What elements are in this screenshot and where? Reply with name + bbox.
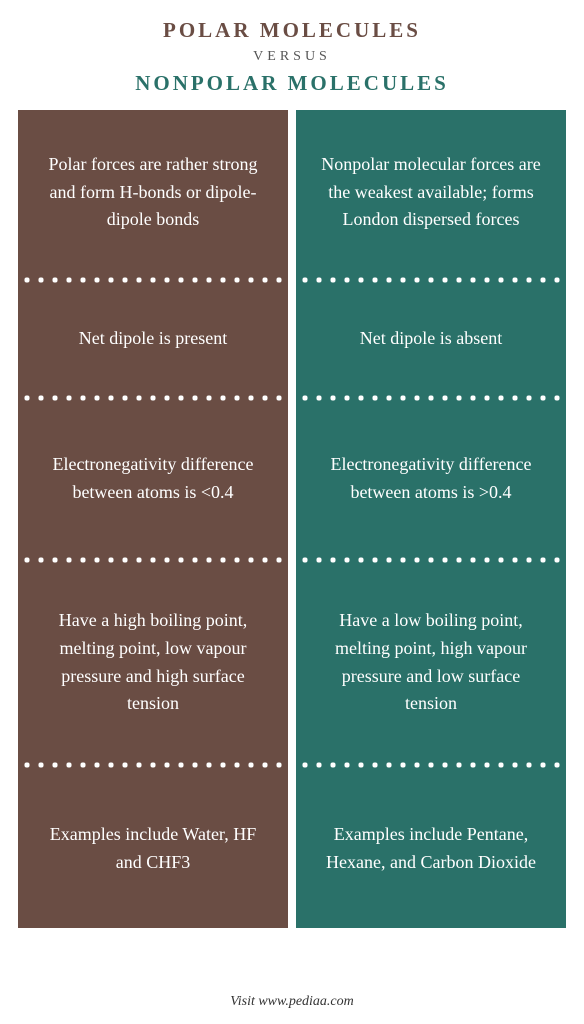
title-polar: POLAR MOLECULES: [0, 18, 584, 43]
nonpolar-cell: Nonpolar molecular forces are the weakes…: [296, 110, 566, 275]
row-divider: [18, 275, 288, 285]
polar-cell: Examples include Water, HF and CHF3: [18, 770, 288, 928]
column-polar: Polar forces are rather strong and form …: [18, 110, 288, 984]
footer-credit: Visit www.pediaa.com: [0, 984, 584, 1024]
comparison-infographic: POLAR MOLECULES VERSUS NONPOLAR MOLECULE…: [0, 0, 584, 1024]
row-divider: [296, 275, 566, 285]
column-nonpolar: Nonpolar molecular forces are the weakes…: [296, 110, 566, 984]
nonpolar-cell: Examples include Pentane, Hexane, and Ca…: [296, 770, 566, 928]
polar-cell: Polar forces are rather strong and form …: [18, 110, 288, 275]
polar-cell: Have a high boiling point, melting point…: [18, 565, 288, 760]
polar-cell: Electronegativity difference between ato…: [18, 403, 288, 555]
nonpolar-cell: Net dipole is absent: [296, 285, 566, 393]
nonpolar-cell: Electronegativity difference between ato…: [296, 403, 566, 555]
columns-wrapper: Polar forces are rather strong and form …: [0, 110, 584, 984]
row-divider: [18, 760, 288, 770]
versus-label: VERSUS: [0, 49, 584, 65]
polar-cell: Net dipole is present: [18, 285, 288, 393]
row-divider: [296, 393, 566, 403]
nonpolar-cell: Have a low boiling point, melting point,…: [296, 565, 566, 760]
row-divider: [296, 555, 566, 565]
header: POLAR MOLECULES VERSUS NONPOLAR MOLECULE…: [0, 0, 584, 110]
row-divider: [18, 393, 288, 403]
title-nonpolar: NONPOLAR MOLECULES: [0, 71, 584, 96]
row-divider: [18, 555, 288, 565]
row-divider: [296, 760, 566, 770]
